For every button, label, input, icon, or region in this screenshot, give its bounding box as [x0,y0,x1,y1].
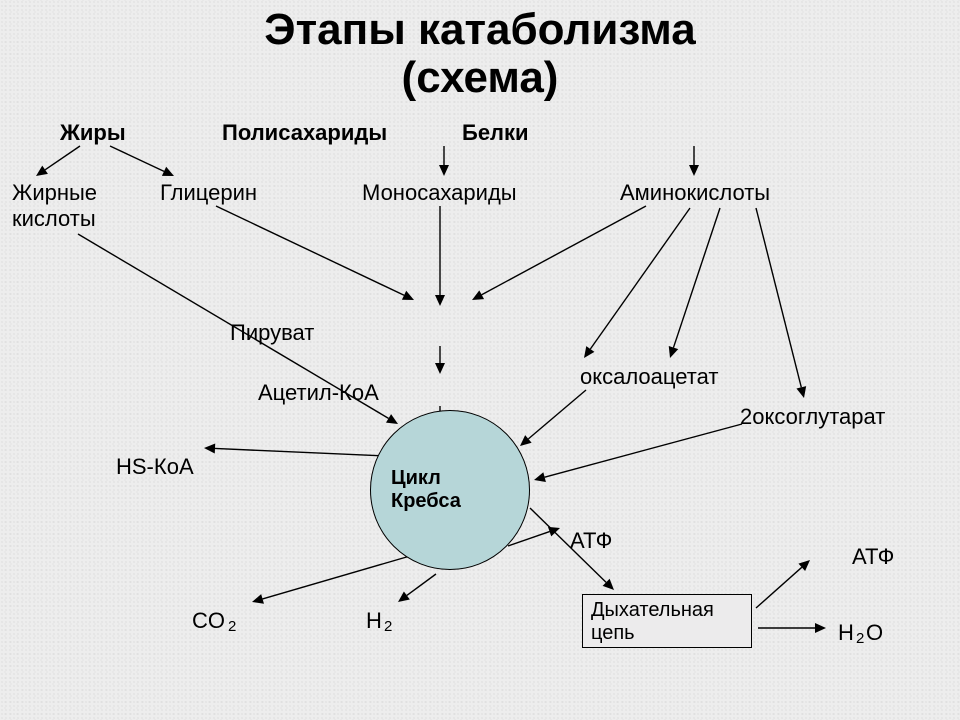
arrow [584,208,690,358]
respiratory-chain-label: Дыхательная цепь [591,599,714,645]
label-acetylcoa: Ацетил-КоА [258,380,379,406]
arrow [534,424,742,482]
arrow [669,208,720,358]
label-monosacch: Моносахариды [362,180,517,206]
label-h2o_sub: 2 [856,630,864,647]
diagram-title: Этапы катаболизма (схема) [0,6,960,103]
label-atp2: АТФ [852,544,894,570]
arrow [689,146,699,176]
label-proteins: Белки [462,120,529,146]
label-co2_sub: 2 [228,618,236,635]
arrow [435,206,445,306]
label-fats: Жиры [60,120,126,146]
krebs-cycle-label: Цикл Кребса [391,467,461,513]
label-aminoacids: Аминокислоты [620,180,770,206]
label-h2o: H [838,620,854,646]
arrow [204,443,386,456]
label-atp1: АТФ [570,528,612,554]
respiratory-chain-node: Дыхательная цепь [582,594,752,648]
arrow [520,390,586,446]
label-glycerol: Глицерин [160,180,257,206]
label-h2_sub: 2 [384,618,392,635]
label-polysacch: Полисахариды [222,120,387,146]
arrow [398,574,436,602]
arrow [756,560,810,608]
label-oxaloacetate: оксалоацетат [580,364,718,390]
arrow [472,206,646,300]
arrow [756,208,806,398]
arrow [252,556,410,604]
arrow [110,146,174,176]
krebs-cycle-node: Цикл Кребса [370,410,530,570]
label-h2: H [366,608,382,634]
label-h2o_o: O [866,620,883,646]
title-line1: Этапы катаболизма [264,5,695,54]
arrow [758,623,826,633]
arrow [36,146,80,176]
label-oxoglutarate: 2оксоглутарат [740,404,885,430]
label-fatty_acids: Жирные кислоты [12,180,97,232]
title-line2: (схема) [402,53,559,102]
arrow [435,346,445,374]
label-pyruvate: Пируват [230,320,314,346]
label-co2: CO [192,608,225,634]
arrow [216,206,414,300]
arrow [439,146,449,176]
label-hskoa: HS-КоА [116,454,194,480]
